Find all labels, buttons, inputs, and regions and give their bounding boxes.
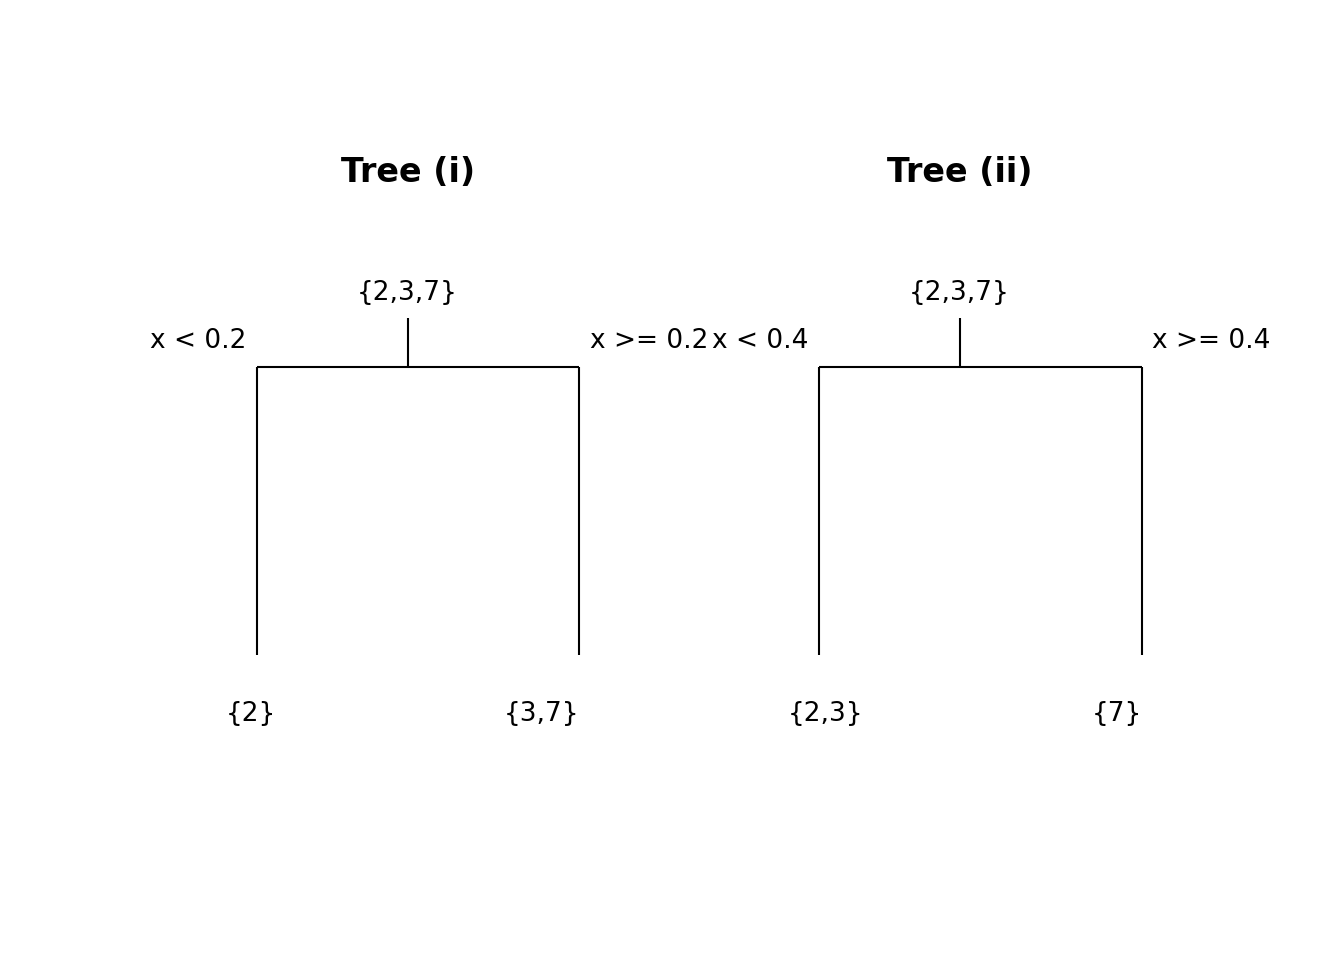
Text: Tree (ii): Tree (ii) (887, 156, 1032, 189)
Text: {7}: {7} (1091, 701, 1142, 727)
Text: x < 0.2: x < 0.2 (149, 327, 246, 353)
Text: x >= 0.2: x >= 0.2 (590, 327, 708, 353)
Text: Tree (i): Tree (i) (340, 156, 474, 189)
Text: x < 0.4: x < 0.4 (712, 327, 809, 353)
Text: {2}: {2} (226, 701, 276, 727)
Text: {2,3,7}: {2,3,7} (358, 279, 458, 305)
Text: {3,7}: {3,7} (504, 701, 579, 727)
Text: {2,3,7}: {2,3,7} (910, 279, 1009, 305)
Text: {2,3}: {2,3} (788, 701, 863, 727)
Text: x >= 0.4: x >= 0.4 (1152, 327, 1270, 353)
